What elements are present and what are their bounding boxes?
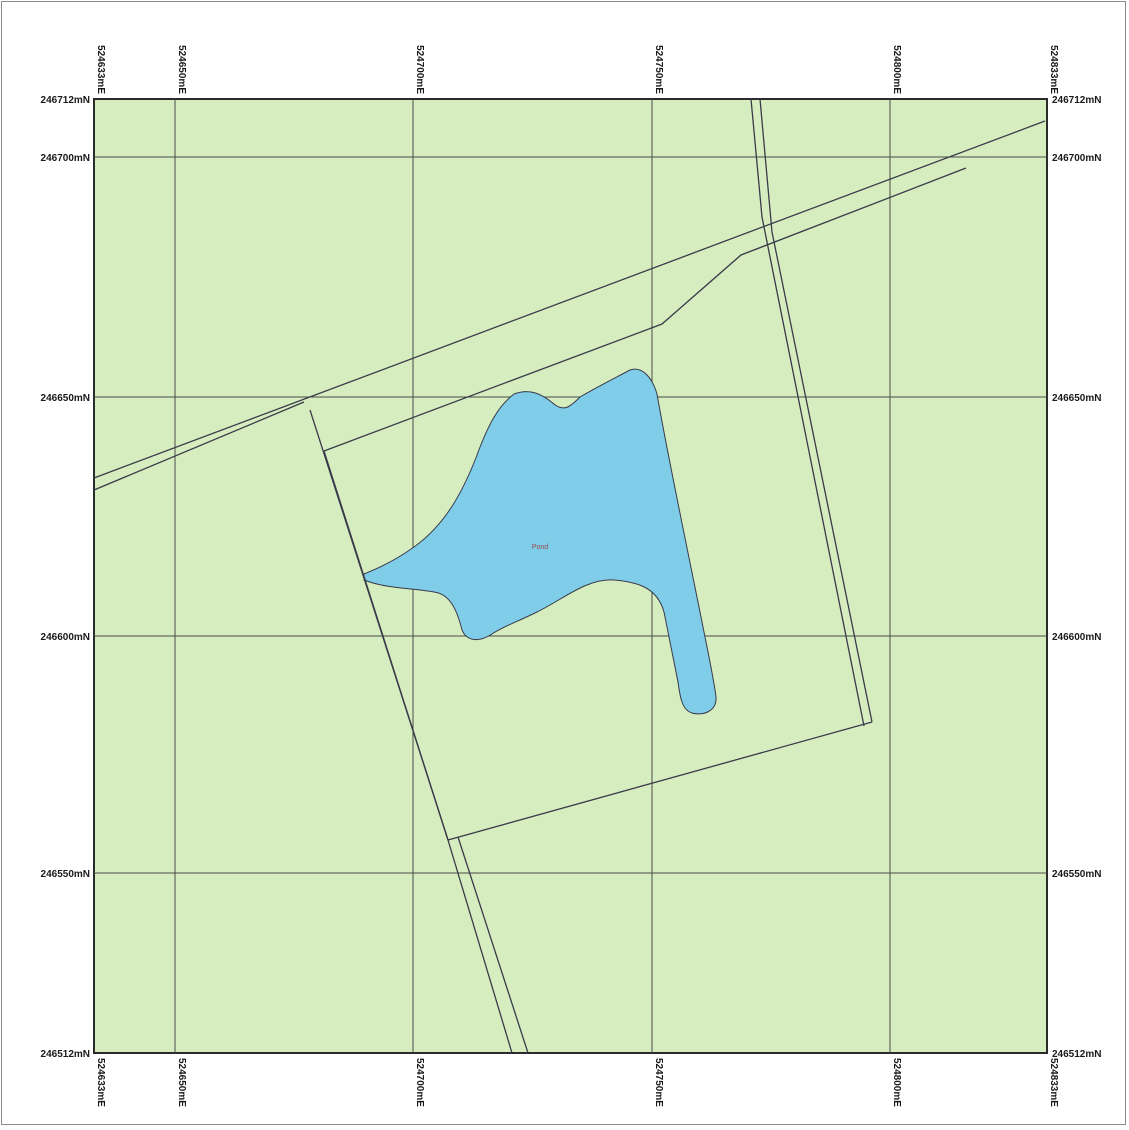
northing-labels-right: 246712mN 246700mN 246650mN 246600mN 2465… [1052,95,1101,1060]
easting-label-bottom-524700: 524700mE [414,1058,425,1107]
road-east-line-1 [750,98,865,727]
easting-label-top-524700: 524700mE [414,45,425,94]
pond-label: Pond [532,544,548,551]
easting-label-top-524750: 524750mE [653,45,664,94]
parcel-north-edge [323,167,967,452]
parcel-west-edge-inner [323,450,449,841]
easting-label-top-524633: 524633mE [95,45,106,94]
easting-label-top-524650: 524650mE [176,45,187,94]
northing-label-left-246600: 246600mN [41,632,90,643]
easting-label-bottom-524800: 524800mE [891,1058,902,1107]
northing-label-right-246650: 246650mN [1052,393,1101,404]
easting-label-top-524800: 524800mE [891,45,902,94]
track-line-upper [93,120,1046,479]
northing-label-right-246512: 246512mN [1052,1049,1101,1060]
easting-label-bottom-524833: 524833mE [1048,1058,1059,1107]
northing-label-right-246550: 246550mN [1052,869,1101,880]
road-south-line-2 [457,836,529,1054]
northing-label-left-246712: 246712mN [41,95,90,106]
track-line-lower [93,401,305,491]
easting-label-bottom-524633: 524633mE [95,1058,106,1107]
easting-label-top-524833: 524833mE [1048,45,1059,94]
northing-label-left-246512: 246512mN [41,1049,90,1060]
parcel-south-edge [447,721,873,841]
road-south-line-1 [447,839,513,1054]
pond-shape [363,368,717,715]
northing-label-left-246700: 246700mN [41,153,90,164]
road-east-line-2 [759,98,873,723]
easting-labels-top: 524633mE 524650mE 524700mE 524750mE 5248… [95,45,1059,94]
northing-label-right-246712: 246712mN [1052,95,1101,106]
northing-labels-left: 246712mN 246700mN 246650mN 246600mN 2465… [41,95,90,1060]
northing-label-left-246650: 246650mN [41,393,90,404]
easting-label-bottom-524750: 524750mE [653,1058,664,1107]
northing-label-right-246600: 246600mN [1052,632,1101,643]
easting-label-bottom-524650: 524650mE [176,1058,187,1107]
northing-label-left-246550: 246550mN [41,869,90,880]
coordinate-grid [94,99,1047,1053]
parcel-boundaries [93,98,1046,1054]
northing-label-right-246700: 246700mN [1052,153,1101,164]
easting-labels-bottom: 524633mE 524650mE 524700mE 524750mE 5248… [95,1058,1059,1107]
